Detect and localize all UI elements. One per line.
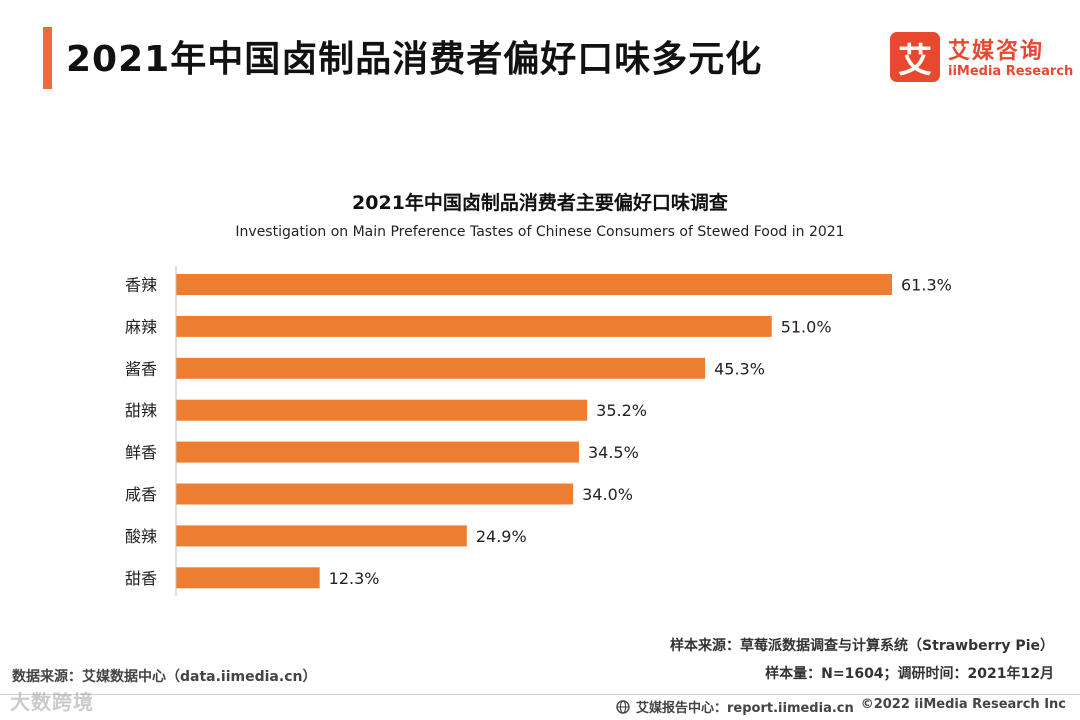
watermark: 大数跨境 xyxy=(10,690,94,714)
category-label: 咸香 xyxy=(125,485,157,504)
category-label: 酸辣 xyxy=(125,527,157,546)
bar xyxy=(176,357,706,379)
sample-size: 样本量：N=1604；调研时间：2021年12月 xyxy=(765,666,1054,682)
bar xyxy=(176,567,320,589)
data-source: 数据来源：艾媒数据中心（data.iimedia.cn） xyxy=(12,669,317,685)
footer-divider xyxy=(0,694,1080,695)
data-label: 45.3% xyxy=(714,359,765,378)
data-label: 51.0% xyxy=(781,317,832,336)
chart-title: 2021年中国卤制品消费者主要偏好口味调查 xyxy=(352,192,728,214)
report-center: 艾媒报告中心：report.iimedia.cn xyxy=(616,697,854,716)
chart-subtitle: Investigation on Main Preference Tastes … xyxy=(235,224,845,240)
copyright: ©2022 iiMedia Research Inc xyxy=(860,697,1066,712)
category-label: 麻辣 xyxy=(125,317,157,336)
report-center-text: 艾媒报告中心：report.iimedia.cn xyxy=(636,701,854,716)
data-label: 35.2% xyxy=(596,401,647,420)
logo-name-en: iiMedia Research xyxy=(948,64,1074,79)
data-label: 34.0% xyxy=(582,485,633,504)
category-label: 甜香 xyxy=(125,569,157,588)
bar xyxy=(176,483,574,505)
data-label: 12.3% xyxy=(329,569,380,588)
title-accent-bar xyxy=(43,27,52,89)
data-label: 61.3% xyxy=(901,276,952,295)
logo-mark-icon: 艾 xyxy=(890,32,940,82)
globe-icon xyxy=(616,699,630,714)
sample-source: 样本来源：草莓派数据调查与计算系统（Strawberry Pie） xyxy=(670,638,1054,654)
category-label: 鲜香 xyxy=(125,443,157,462)
category-label: 香辣 xyxy=(125,276,157,295)
category-label: 酱香 xyxy=(125,359,157,378)
data-label: 34.5% xyxy=(588,443,639,462)
page-title: 2021年中国卤制品消费者偏好口味多元化 xyxy=(66,39,763,80)
logo-name-cn: 艾媒咨询 xyxy=(948,39,1045,64)
category-label: 甜辣 xyxy=(125,401,157,420)
bar xyxy=(176,274,892,295)
bar xyxy=(176,441,579,463)
iimedia-logo: 艾 艾媒咨询 iiMedia Research xyxy=(890,32,1073,84)
bar xyxy=(176,315,772,337)
data-label: 24.9% xyxy=(476,527,527,546)
bar xyxy=(176,399,588,421)
bar xyxy=(176,525,467,547)
